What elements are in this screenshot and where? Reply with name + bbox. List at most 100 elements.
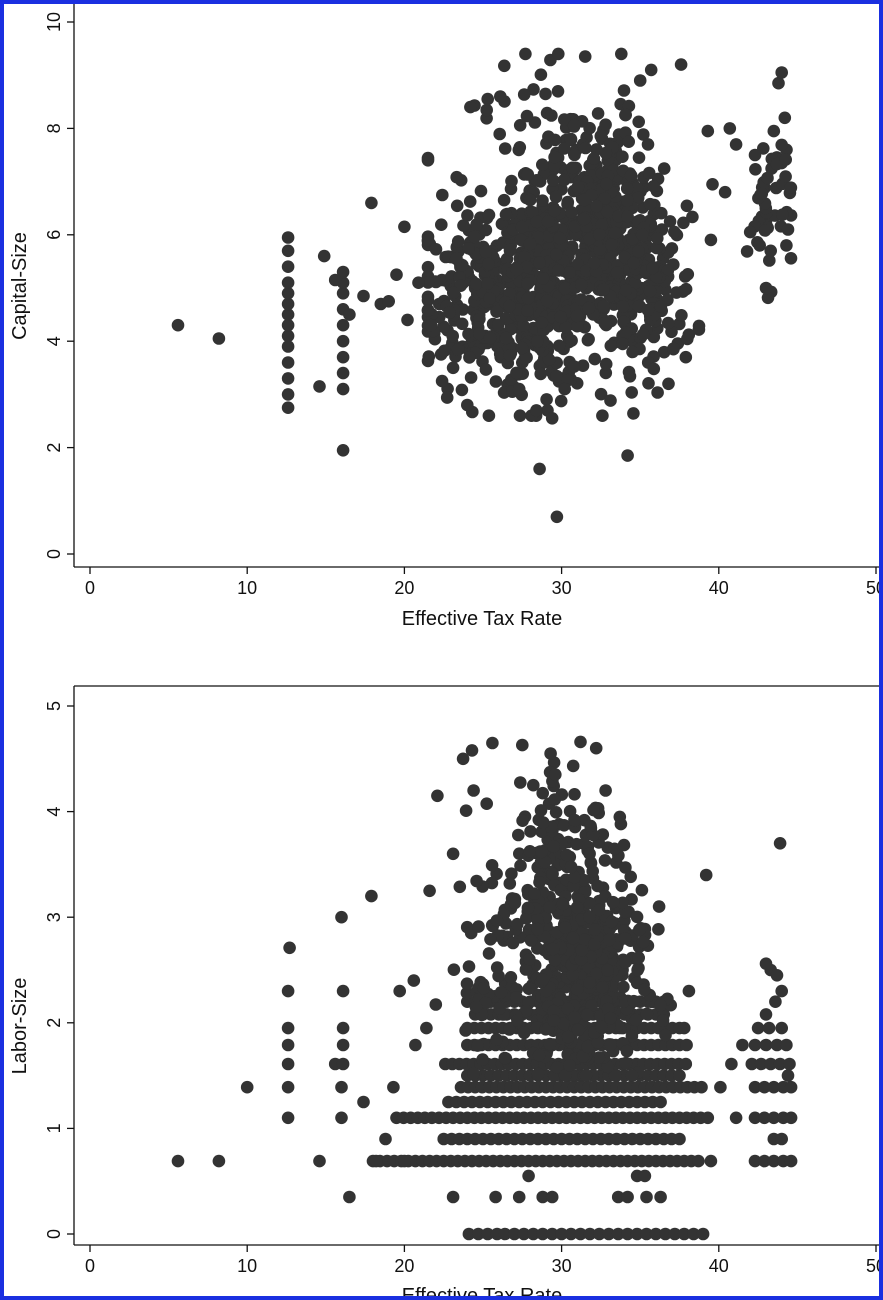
data-point — [767, 1111, 781, 1125]
y-tick-label-capital: 10 — [44, 12, 64, 32]
data-point — [479, 223, 493, 237]
data-point — [171, 1154, 185, 1168]
data-point — [547, 1014, 561, 1027]
x-tick-label-labor: 0 — [85, 1256, 95, 1276]
data-point — [517, 1227, 531, 1241]
data-point — [281, 1111, 295, 1125]
data-point — [281, 388, 295, 401]
y-tick-label-capital: 2 — [44, 443, 64, 453]
data-point — [498, 142, 512, 155]
data-point — [701, 1111, 715, 1125]
data-point — [520, 109, 534, 123]
data-point — [499, 331, 513, 345]
data-point — [654, 1095, 667, 1109]
data-point — [599, 118, 612, 131]
data-point — [498, 1051, 512, 1065]
data-point — [535, 845, 549, 859]
data-point — [513, 409, 527, 423]
data-point — [281, 1080, 295, 1094]
data-point — [770, 969, 784, 982]
data-point — [447, 963, 461, 976]
data-point — [602, 933, 616, 947]
data-point — [570, 983, 584, 996]
data-point — [583, 847, 596, 860]
y-tick-label-capital: 0 — [44, 549, 64, 559]
data-point — [435, 218, 448, 231]
data-point — [481, 1227, 495, 1241]
data-point — [613, 810, 627, 824]
data-point — [536, 786, 549, 800]
data-point — [632, 245, 645, 258]
data-point — [521, 304, 534, 318]
data-point — [564, 860, 578, 874]
data-point — [566, 161, 579, 175]
data-point — [523, 193, 537, 207]
data-point — [680, 199, 694, 213]
data-point — [534, 367, 547, 381]
data-point — [630, 910, 644, 924]
data-point — [437, 320, 450, 334]
data-point — [677, 1227, 691, 1241]
data-point — [547, 840, 560, 853]
data-point — [745, 1057, 759, 1071]
data-point — [558, 921, 572, 934]
data-point — [357, 289, 370, 303]
data-point — [545, 412, 559, 425]
data-point — [610, 266, 624, 280]
data-point — [778, 111, 792, 125]
data-point — [561, 195, 575, 209]
data-point — [479, 363, 493, 376]
data-point — [512, 828, 525, 842]
data-point — [336, 382, 350, 396]
data-point — [538, 855, 552, 869]
data-point — [590, 967, 603, 980]
data-point — [281, 231, 295, 244]
data-point — [548, 204, 561, 218]
data-point — [532, 1049, 546, 1062]
data-point — [583, 976, 596, 989]
data-point — [459, 804, 473, 817]
data-point — [736, 1038, 749, 1052]
data-point — [520, 351, 533, 364]
data-point — [533, 876, 546, 889]
data-point — [628, 276, 642, 290]
data-point — [644, 63, 658, 77]
data-point — [552, 47, 565, 61]
data-point — [421, 154, 435, 167]
data-point — [540, 393, 553, 406]
data-point — [559, 321, 572, 334]
data-point — [706, 178, 719, 191]
data-point — [470, 218, 483, 231]
x-tick-label-capital: 40 — [709, 578, 729, 598]
data-point — [704, 233, 718, 247]
data-point — [476, 1053, 489, 1066]
data-point — [608, 226, 622, 240]
data-point — [620, 1044, 634, 1058]
data-point — [472, 920, 485, 933]
data-point — [486, 736, 499, 750]
data-point — [583, 232, 597, 246]
data-point — [587, 803, 600, 817]
data-point — [542, 353, 556, 366]
data-point — [767, 1154, 781, 1168]
data-point — [517, 88, 531, 101]
data-point — [597, 299, 610, 313]
data-point — [453, 880, 467, 894]
data-point — [489, 375, 503, 388]
data-point — [767, 1080, 781, 1094]
data-point — [629, 1013, 643, 1027]
x-axis-title-labor: Effective Tax Rate — [402, 1285, 562, 1300]
data-point — [459, 1024, 472, 1037]
data-point — [755, 187, 769, 200]
data-point — [398, 1154, 411, 1168]
data-point — [577, 212, 591, 226]
data-points-capital — [171, 47, 798, 524]
data-point — [281, 244, 295, 258]
data-point — [729, 1111, 743, 1125]
data-point — [449, 252, 463, 266]
data-point — [503, 1023, 516, 1036]
data-point — [574, 953, 588, 966]
data-point — [567, 360, 581, 373]
data-point — [622, 135, 635, 148]
data-point — [758, 1154, 771, 1168]
